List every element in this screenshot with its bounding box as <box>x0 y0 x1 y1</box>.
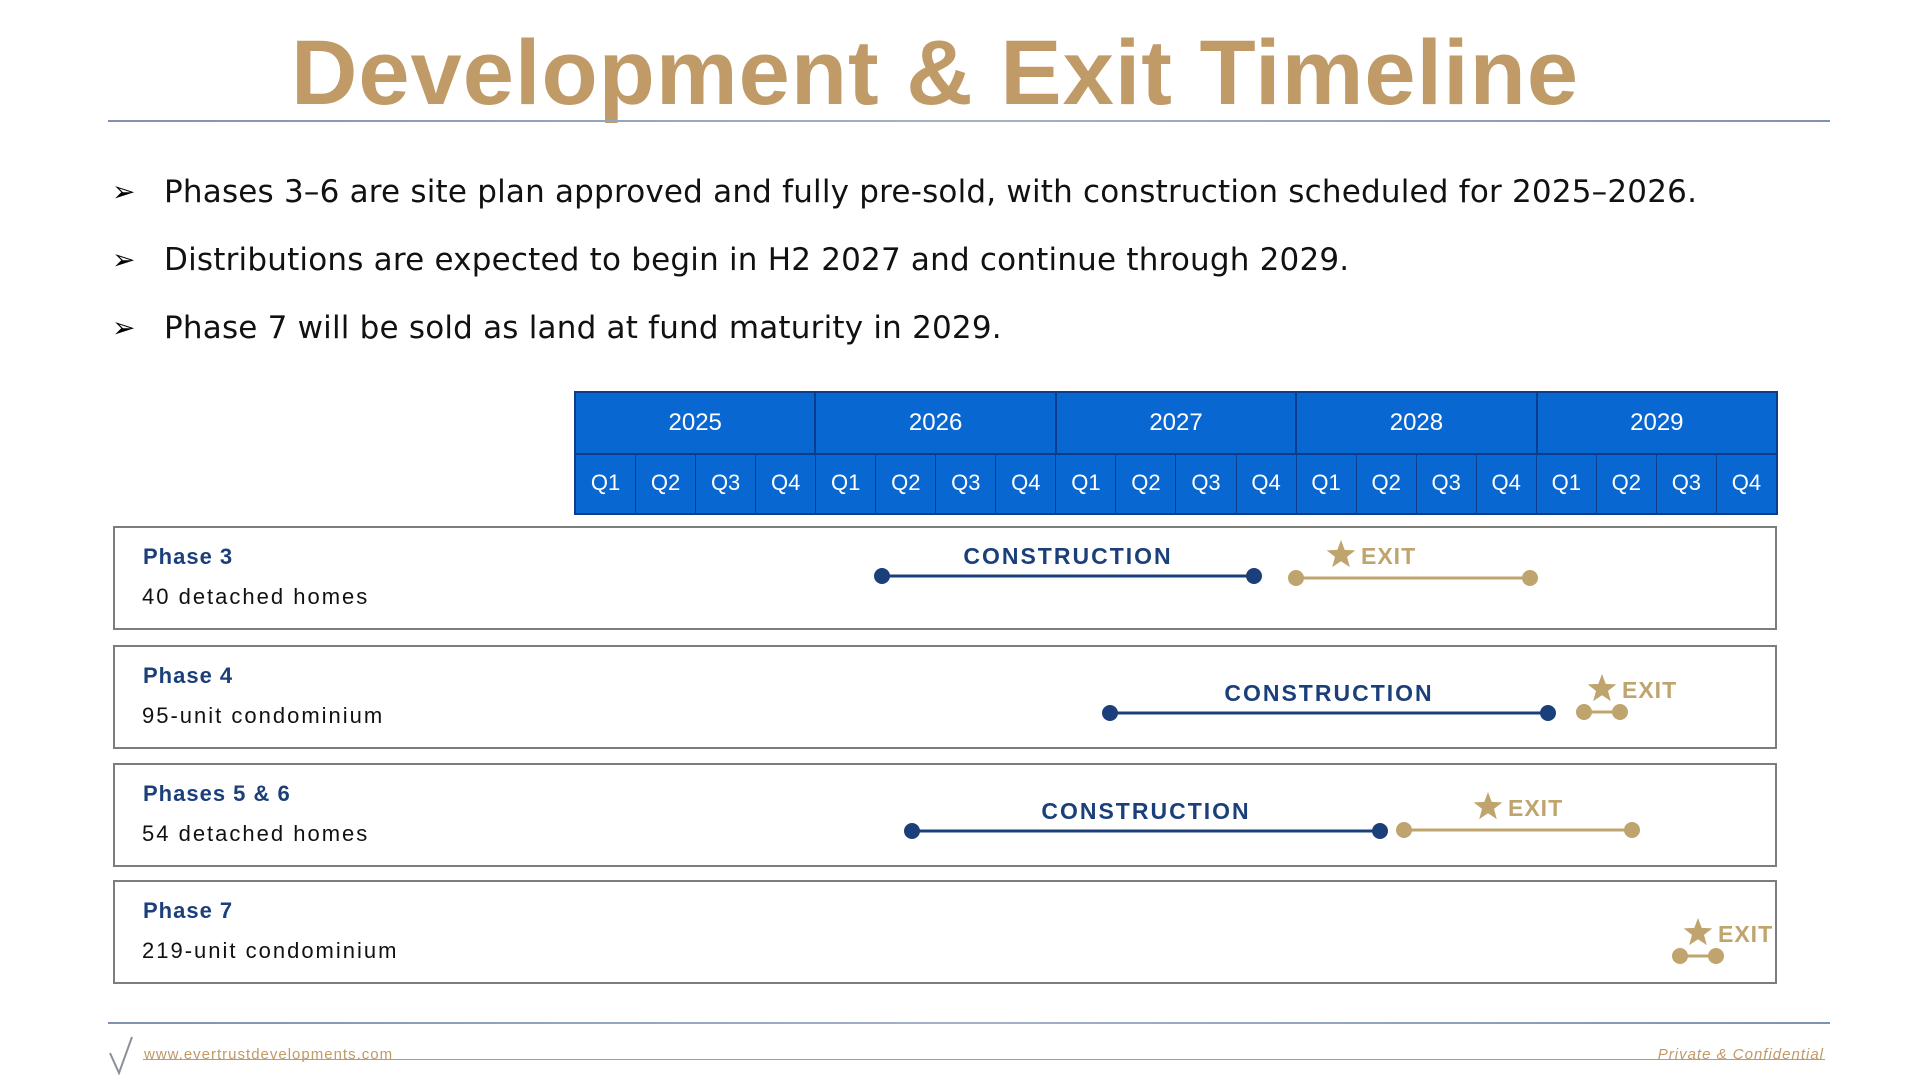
phase-description: 40 detached homes <box>142 584 370 609</box>
bullet-item: ➢ Distributions are expected to begin in… <box>112 226 1812 294</box>
quarter-header: Q1 <box>1537 453 1597 513</box>
page-title: Development & Exit Timeline <box>290 22 1580 124</box>
construction-end-marker <box>1540 705 1556 721</box>
quarter-header: Q2 <box>876 453 937 513</box>
exit-start-marker <box>1576 704 1592 720</box>
construction-end-marker <box>1246 568 1262 584</box>
exit-end-marker <box>1624 822 1640 838</box>
star-icon <box>1683 918 1713 946</box>
phase-name: Phase 7 <box>143 898 234 923</box>
star-icon <box>1326 540 1356 568</box>
construction-start-marker <box>874 568 890 584</box>
year-header: 2025 <box>576 393 817 453</box>
bullet-text: Phase 7 will be sold as land at fund mat… <box>164 310 1002 346</box>
arrowhead-icon: ➢ <box>112 312 136 343</box>
timeline-header: 2025 2026 2027 2028 2029 Q1 Q2 Q3 Q4 Q1 Q2 Q3 Q4 Q1 Q… <box>574 391 1778 515</box>
year-header: 2026 <box>816 393 1057 453</box>
phase-row-7: Phase 7 219-unit condominium <box>113 880 1777 984</box>
arrowhead-icon: ➢ <box>112 176 136 207</box>
quarter-header: Q2 <box>636 453 697 513</box>
quarter-header: Q3 <box>1417 453 1477 513</box>
quarter-header: Q2 <box>1116 453 1177 513</box>
year-header: 2028 <box>1297 393 1538 453</box>
title-divider <box>108 120 1830 122</box>
footer-confidential: Private & Confidential <box>1657 1046 1824 1063</box>
bullet-list: ➢ Phases 3–6 are site plan approved and … <box>112 158 1812 362</box>
arrowhead-icon: ➢ <box>112 244 136 275</box>
quarter-header: Q3 <box>936 453 997 513</box>
year-header: 2029 <box>1630 409 1684 436</box>
quarter-header: Q2 <box>1597 453 1657 513</box>
checkmark-logo-icon <box>109 1036 133 1075</box>
construction-start-marker <box>1102 705 1118 721</box>
exit-start-marker <box>1396 822 1412 838</box>
exit-start-marker <box>1288 570 1304 586</box>
footer-divider <box>108 1022 1830 1024</box>
construction-label: CONSTRUCTION <box>1041 798 1250 824</box>
phase-description: 54 detached homes <box>142 821 370 846</box>
phase-name: Phases 5 & 6 <box>143 781 291 806</box>
quarter-header: Q1 <box>1056 453 1117 513</box>
quarter-header: Q4 <box>996 453 1057 513</box>
footer-gold-rule <box>143 1059 1825 1060</box>
phase-name: Phase 4 <box>143 663 234 688</box>
phase-description: 95-unit condominium <box>142 703 385 728</box>
quarter-header: Q3 <box>1176 453 1237 513</box>
star-icon <box>1587 674 1617 702</box>
bullet-text: Distributions are expected to begin in H… <box>164 242 1350 278</box>
phase-name: Phase 3 <box>143 544 234 569</box>
construction-label: CONSTRUCTION <box>963 543 1172 569</box>
construction-label: CONSTRUCTION <box>1224 680 1433 706</box>
quarter-header: Q4 <box>756 453 817 513</box>
quarter-header: Q4 <box>1477 453 1537 513</box>
exit-start-marker <box>1672 948 1688 964</box>
quarter-header: Q3 <box>1657 453 1717 513</box>
star-icon <box>1473 792 1503 820</box>
phase-description: 219-unit condominium <box>142 938 399 963</box>
bullet-text: Phases 3–6 are site plan approved and fu… <box>164 174 1698 210</box>
quarter-header: Q4 <box>1731 470 1762 495</box>
exit-label: EXIT <box>1622 677 1677 703</box>
exit-label: EXIT <box>1508 795 1563 821</box>
quarter-row: Q1 Q2 Q3 Q4 Q1 Q2 Q3 Q4 Q1 Q2 Q3 Q4 Q1 Q2 Q3 Q4 Q1 Q2 Q3 Q4 <box>576 453 1776 513</box>
exit-label: EXIT <box>1361 543 1416 569</box>
construction-start-marker <box>904 823 920 839</box>
footer-url[interactable]: www.evertrustdevelopments.com <box>144 1046 394 1063</box>
exit-label: EXIT <box>1718 921 1773 947</box>
quarter-header: Q1 <box>1297 453 1357 513</box>
exit-end-marker <box>1522 570 1538 586</box>
exit-end-marker <box>1612 704 1628 720</box>
phase-row-4: Phase 4 95-unit condominium <box>113 645 1777 749</box>
bullet-item: ➢ Phase 7 will be sold as land at fund m… <box>112 294 1812 362</box>
year-header: 2027 <box>1057 393 1298 453</box>
quarter-header: Q1 <box>816 453 877 513</box>
phase-row-5-6: Phases 5 & 6 54 detached homes <box>113 763 1777 867</box>
construction-end-marker <box>1372 823 1388 839</box>
exit-end-marker <box>1708 948 1724 964</box>
quarter-header: Q1 <box>576 453 637 513</box>
quarter-header: Q3 <box>696 453 757 513</box>
quarter-header: Q2 <box>1357 453 1417 513</box>
quarter-header: Q4 <box>1237 453 1297 513</box>
bullet-item: ➢ Phases 3–6 are site plan approved and … <box>112 158 1812 226</box>
